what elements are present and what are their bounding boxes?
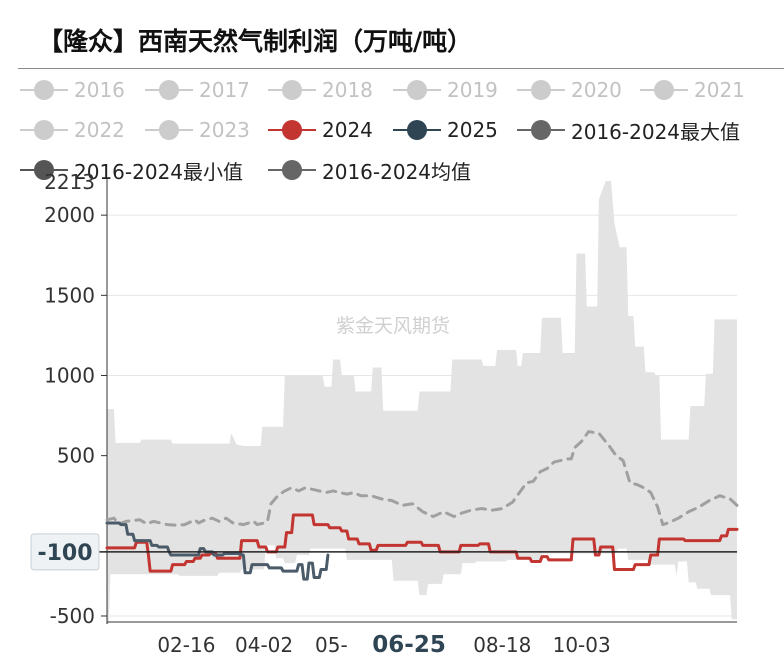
legend-label: 2018 bbox=[322, 78, 373, 102]
legend-item-2016-2024最大值[interactable]: 2016-2024最大值 bbox=[517, 116, 740, 144]
legend-label: 2021 bbox=[694, 78, 745, 102]
legend-marker-icon bbox=[393, 116, 441, 144]
y-tick-label: 1000 bbox=[44, 363, 95, 387]
legend-marker-icon bbox=[268, 76, 316, 104]
legend-marker-icon bbox=[268, 156, 316, 184]
watermark: 紫金天风期货 bbox=[336, 315, 450, 337]
legend-marker-icon bbox=[268, 116, 316, 144]
legend-marker-icon bbox=[145, 76, 193, 104]
legend-label: 2016-2024最大值 bbox=[571, 119, 741, 144]
legend-item-2016-2024均值[interactable]: 2016-2024均值 bbox=[268, 156, 471, 184]
legend-item-2021[interactable]: 2021 bbox=[640, 76, 745, 104]
legend-item-2016[interactable]: 2016 bbox=[20, 76, 125, 104]
x-tick-label: 04-02 bbox=[235, 633, 293, 657]
x-tick-label: 08-18 bbox=[473, 633, 531, 657]
x-tick-label: 10-03 bbox=[553, 633, 611, 657]
legend-marker-icon bbox=[145, 116, 193, 144]
series-line-2024 bbox=[105, 513, 739, 573]
legend-marker-icon bbox=[517, 76, 565, 104]
legend-label: 2019 bbox=[447, 78, 498, 102]
series-line-2016-2024均值 bbox=[105, 430, 739, 527]
legend-label: 2017 bbox=[199, 78, 250, 102]
legend-marker-icon bbox=[393, 76, 441, 104]
legend-label: 2016 bbox=[74, 78, 125, 102]
legend-label: 2025 bbox=[447, 118, 498, 142]
legend-item-2024[interactable]: 2024 bbox=[268, 116, 373, 144]
legend-marker-icon bbox=[640, 76, 688, 104]
crosshair-label-box bbox=[30, 533, 100, 571]
title-divider bbox=[18, 68, 784, 69]
legend-marker-icon bbox=[20, 116, 68, 144]
y-tick-label: 1500 bbox=[44, 283, 95, 307]
legend-label: 2016-2024均值 bbox=[322, 159, 472, 184]
legend-item-2025[interactable]: 2025 bbox=[393, 116, 498, 144]
y-tick-label: 500 bbox=[57, 444, 95, 468]
x-tick-label: 06-25 bbox=[372, 632, 446, 658]
legend-marker-icon bbox=[20, 76, 68, 104]
x-tick-label: 05- bbox=[315, 633, 348, 657]
crosshair-label: -100 bbox=[37, 541, 92, 566]
y-tick-label: -500 bbox=[50, 604, 95, 628]
legend-item-2022[interactable]: 2022 bbox=[20, 116, 125, 144]
y-max-label: 2213 bbox=[44, 170, 95, 194]
legend-label: 2023 bbox=[199, 118, 250, 142]
series-line-2025 bbox=[105, 521, 330, 581]
legend-label: 2016-2024最小值 bbox=[74, 159, 244, 184]
chart-title: 【隆众】西南天然气制利润（万吨/吨） bbox=[38, 27, 473, 56]
legend-marker-icon bbox=[517, 116, 565, 144]
legend-item-2018[interactable]: 2018 bbox=[268, 76, 373, 104]
legend-item-2023[interactable]: 2023 bbox=[145, 116, 250, 144]
legend-item-2016-2024最小值[interactable]: 2016-2024最小值 bbox=[20, 156, 243, 184]
legend-marker-icon bbox=[20, 156, 68, 184]
legend-item-2019[interactable]: 2019 bbox=[393, 76, 498, 104]
max-min-band bbox=[107, 181, 737, 624]
legend-label: 2024 bbox=[322, 118, 373, 142]
y-tick-label: 2000 bbox=[44, 203, 95, 227]
legend-label: 2022 bbox=[74, 118, 125, 142]
legend-item-2020[interactable]: 2020 bbox=[517, 76, 622, 104]
legend-label: 2020 bbox=[571, 78, 622, 102]
x-tick-label: 02-16 bbox=[157, 633, 215, 657]
legend-item-2017[interactable]: 2017 bbox=[145, 76, 250, 104]
